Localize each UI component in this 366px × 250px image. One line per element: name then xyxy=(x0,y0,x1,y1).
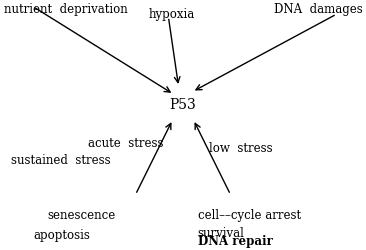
Text: apoptosis: apoptosis xyxy=(33,228,90,241)
Text: DNA  damages: DNA damages xyxy=(274,2,362,16)
Text: acute  stress: acute stress xyxy=(88,136,163,149)
Text: cell––cycle arrest: cell––cycle arrest xyxy=(198,208,301,222)
Text: P53: P53 xyxy=(169,98,197,112)
Text: sustained  stress: sustained stress xyxy=(11,154,111,166)
Text: nutrient  deprivation: nutrient deprivation xyxy=(4,2,127,16)
Text: DNA repair: DNA repair xyxy=(198,234,273,248)
Text: low  stress: low stress xyxy=(209,141,272,154)
Text: hypoxia: hypoxia xyxy=(149,8,195,20)
Text: survival: survival xyxy=(198,226,244,239)
Text: senescence: senescence xyxy=(48,208,116,222)
